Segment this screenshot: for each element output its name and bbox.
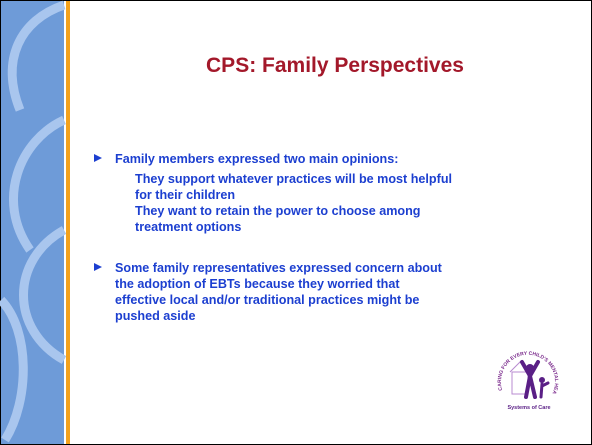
logo-caption: Systems of Care bbox=[507, 405, 550, 411]
sub-bullet-text: for their children bbox=[135, 188, 235, 202]
accent-line bbox=[66, 1, 70, 444]
sub-bullet-text: They support whatever practices will be … bbox=[135, 172, 452, 186]
logo-child-head bbox=[539, 377, 545, 383]
bullet-text: pushed aside bbox=[115, 309, 195, 323]
sub-bullet-text: They want to retain the power to choose … bbox=[135, 204, 421, 218]
bullet-text: Family members expressed two main opinio… bbox=[115, 152, 398, 166]
bullet-text: Some family representatives expressed co… bbox=[115, 261, 443, 275]
bullet-text: effective local and/or traditional pract… bbox=[115, 293, 419, 307]
slide: CPS: Family Perspectives Family members … bbox=[0, 0, 592, 445]
slide-title: CPS: Family Perspectives bbox=[206, 54, 464, 77]
page: {"slide": { "title": "CPS: Family Perspe… bbox=[0, 0, 592, 445]
sub-bullet-text: treatment options bbox=[135, 220, 241, 234]
bullet-text: the adoption of EBTs because they worrie… bbox=[115, 277, 400, 291]
